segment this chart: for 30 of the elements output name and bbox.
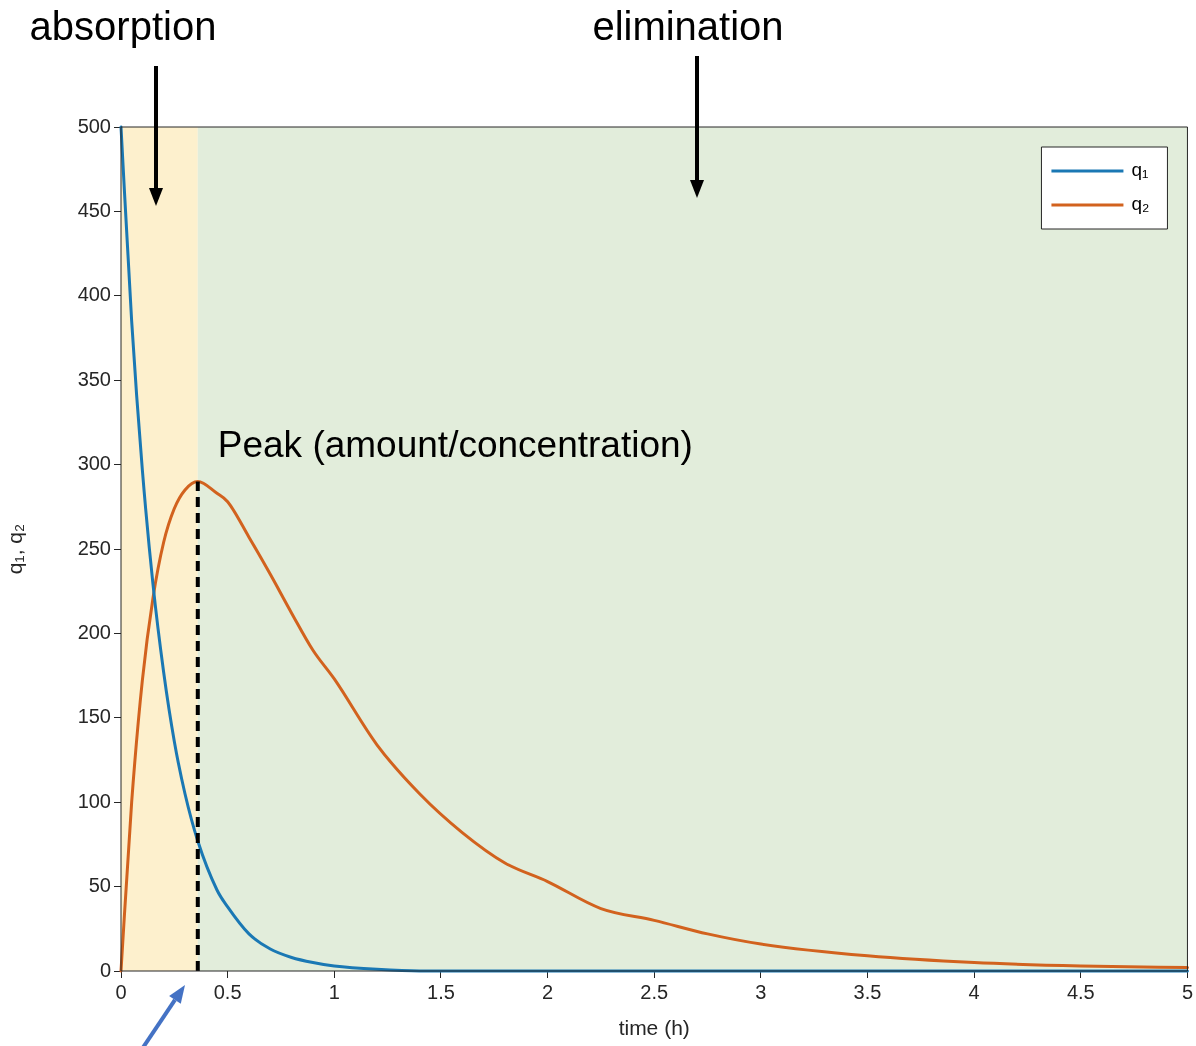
x-tick-label: 1.5 [427,980,455,1003]
line-series [119,479,1189,973]
x-tick-label: 2 [542,980,554,1003]
y-axis-title: q₁, q₂ [3,523,27,575]
y-tick-label: 200 [77,620,111,643]
y-tick-label: 400 [77,283,111,306]
y-tick-label: 450 [77,198,111,221]
x-tick-label: 4.5 [1066,980,1095,1003]
legend-label: q₁ [1131,159,1149,181]
x-tick-label: 5 [1181,980,1193,1003]
x-axis-title: time (h) [618,1016,690,1040]
annotation: Peak (amount/concentration) [217,424,693,466]
y-tick-label: 500 [77,114,111,137]
x-tick-label: 0.5 [213,980,242,1003]
x-tick-label: 4 [968,980,980,1003]
text: absorption [29,4,217,48]
x-tick-label: 2.5 [640,980,669,1003]
y-tick-label: 250 [77,536,111,559]
x-tick-label: 3.5 [853,980,882,1003]
y-tick-label: 300 [77,452,111,475]
y-tick-label: 50 [88,874,111,897]
x-tick-label: 3 [755,980,767,1003]
x-tick-label: 0 [115,980,127,1003]
y-tick-label: 150 [77,705,111,728]
y-tick-label: 350 [77,367,111,390]
text: elimination [592,4,784,48]
x-tick-label: 1 [328,980,340,1003]
y-tick-label: 0 [99,958,111,981]
y-tick-label: 100 [77,789,111,812]
legend-label: q₂ [1131,193,1150,215]
